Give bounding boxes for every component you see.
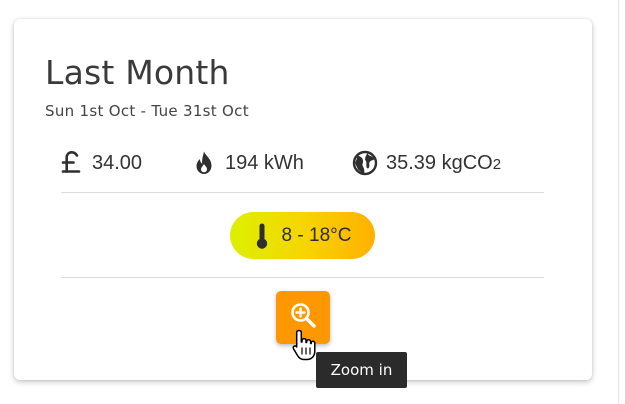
energy-value: 194 kWh — [225, 151, 304, 174]
hand-pointer-cursor-icon — [292, 329, 316, 361]
globe-icon — [352, 149, 378, 177]
adjacent-panel-edge — [618, 0, 619, 404]
zoom-in-tooltip: Zoom in — [316, 352, 407, 388]
divider — [61, 277, 544, 278]
date-range: Sun 1st Oct - Tue 31st Oct — [45, 102, 249, 120]
pound-sterling-icon — [58, 149, 84, 177]
zoom-in-icon — [289, 301, 317, 334]
zoom-in-button[interactable] — [276, 291, 330, 344]
carbon-unit-subscript: 2 — [492, 155, 502, 173]
carbon-stat: 35.39 kgCO 2 — [352, 147, 501, 179]
tooltip-text: Zoom in — [330, 361, 393, 379]
last-month-card: Last Month Sun 1st Oct - Tue 31st Oct 34… — [14, 19, 592, 380]
energy-stat: 194 kWh — [191, 147, 304, 179]
flame-icon — [191, 149, 217, 177]
stats-row: 34.00 194 kWh — [14, 147, 592, 179]
thermometer-icon — [254, 222, 270, 250]
temperature-range: 8 - 18°C — [281, 224, 352, 246]
cost-value: 34.00 — [92, 151, 143, 174]
divider — [61, 192, 544, 193]
carbon-value: 35.39 kgCO — [386, 151, 493, 174]
card-title: Last Month — [45, 53, 230, 92]
cost-stat: 34.00 — [58, 147, 142, 179]
temperature-badge: 8 - 18°C — [230, 212, 375, 259]
